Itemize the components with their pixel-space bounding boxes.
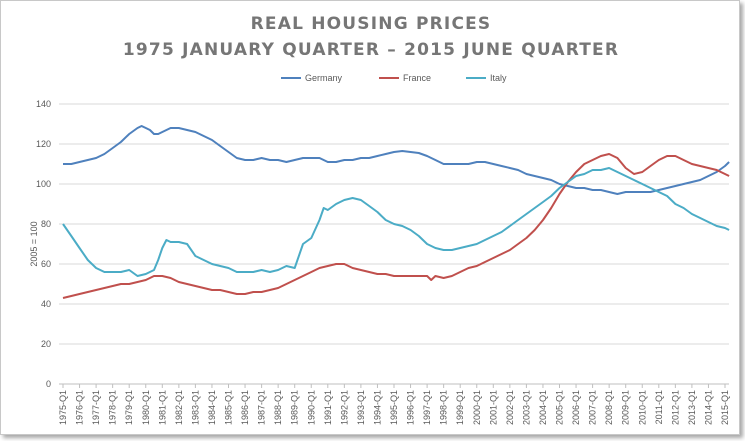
x-tick-label: 2008-Q1 bbox=[604, 390, 614, 425]
y-tick-label: 40 bbox=[41, 299, 51, 309]
x-tick-label: 1976-Q1 bbox=[75, 390, 85, 425]
y-tick-label: 140 bbox=[36, 99, 51, 109]
legend: Germany France Italy bbox=[281, 73, 507, 83]
x-tick-label: 2006-Q1 bbox=[571, 390, 581, 425]
y-tick-label: 60 bbox=[41, 259, 51, 269]
x-tick-label: 1993-Q1 bbox=[356, 390, 366, 425]
x-tick-label: 2007-Q1 bbox=[588, 390, 598, 425]
x-tick-label: 1986-Q1 bbox=[240, 390, 250, 425]
y-tick-label: 20 bbox=[41, 339, 51, 349]
x-tick-label: 1991-Q1 bbox=[323, 390, 333, 425]
y-tick-label: 120 bbox=[36, 139, 51, 149]
x-tick-label: 1979-Q1 bbox=[124, 390, 134, 425]
legend-label-france: France bbox=[403, 73, 431, 83]
x-tick-label: 1996-Q1 bbox=[406, 390, 416, 425]
x-tick-label: 2015-Q1 bbox=[720, 390, 730, 425]
chart-title-line2: 1975 JANUARY QUARTER – 2015 JUNE QUARTER bbox=[123, 40, 619, 60]
y-axis-label: 2005 = 100 bbox=[29, 221, 39, 266]
x-tick-label: 1975-Q1 bbox=[58, 390, 68, 425]
legend-label-germany: Germany bbox=[305, 73, 343, 83]
x-tick-label: 1987-Q1 bbox=[257, 390, 267, 425]
x-tick-label: 2009-Q1 bbox=[621, 390, 631, 425]
x-tick-label: 1989-Q1 bbox=[290, 390, 300, 425]
x-tick-label: 2011-Q1 bbox=[654, 390, 664, 424]
series-lines bbox=[62, 125, 730, 299]
x-tick-label: 1994-Q1 bbox=[372, 390, 382, 425]
x-tick-label: 1978-Q1 bbox=[108, 390, 118, 425]
x-tick-label: 1977-Q1 bbox=[91, 390, 101, 425]
x-tick-label: 2000-Q1 bbox=[472, 390, 482, 425]
x-tick-label: 1985-Q1 bbox=[224, 390, 234, 425]
x-tick-label: 2013-Q1 bbox=[687, 390, 697, 425]
y-tick-label: 0 bbox=[46, 379, 51, 389]
y-tick-label: 100 bbox=[36, 179, 51, 189]
series-line-italy bbox=[62, 167, 730, 277]
legend-label-italy: Italy bbox=[490, 73, 507, 83]
x-tick-label: 2010-Q1 bbox=[637, 390, 647, 425]
x-tick-label: 1983-Q1 bbox=[190, 390, 200, 425]
chart-title-line1: REAL HOUSING PRICES bbox=[251, 14, 492, 34]
x-axis-ticks: 1975-Q1 1976-Q1 1977-Q1 1978-Q1 1979-Q1 1980-… bbox=[58, 384, 730, 425]
gridlines bbox=[59, 103, 729, 385]
series-line-germany bbox=[63, 125, 730, 195]
x-tick-label: 2012-Q1 bbox=[670, 390, 680, 425]
x-tick-label: 2001-Q1 bbox=[488, 390, 498, 425]
x-tick-label: 1992-Q1 bbox=[339, 390, 349, 425]
x-tick-label: 1999-Q1 bbox=[455, 390, 465, 425]
x-tick-label: 1995-Q1 bbox=[389, 390, 399, 425]
x-tick-label: 1998-Q1 bbox=[439, 390, 449, 425]
x-tick-label: 1984-Q1 bbox=[207, 390, 217, 425]
x-tick-label: 1980-Q1 bbox=[141, 390, 151, 425]
x-tick-label: 1982-Q1 bbox=[174, 390, 184, 425]
x-tick-label: 1981-Q1 bbox=[157, 390, 167, 425]
x-tick-label: 2004-Q1 bbox=[538, 390, 548, 425]
x-tick-label: 1990-Q1 bbox=[306, 390, 316, 425]
chart-frame: REAL HOUSING PRICES 1975 JANUARY QUARTER… bbox=[0, 0, 740, 435]
x-tick-label: 2002-Q1 bbox=[505, 390, 515, 425]
series-line-france bbox=[62, 153, 730, 299]
x-tick-label: 1988-Q1 bbox=[273, 390, 283, 425]
x-tick-label: 2003-Q1 bbox=[521, 390, 531, 425]
y-tick-label: 80 bbox=[41, 219, 51, 229]
x-tick-label: 2014-Q1 bbox=[703, 390, 713, 425]
x-tick-label: 1997-Q1 bbox=[422, 390, 432, 425]
x-tick-label: 2005-Q1 bbox=[555, 390, 565, 425]
y-axis-ticks: 0 20 40 60 80 100 120 140 bbox=[36, 99, 51, 389]
